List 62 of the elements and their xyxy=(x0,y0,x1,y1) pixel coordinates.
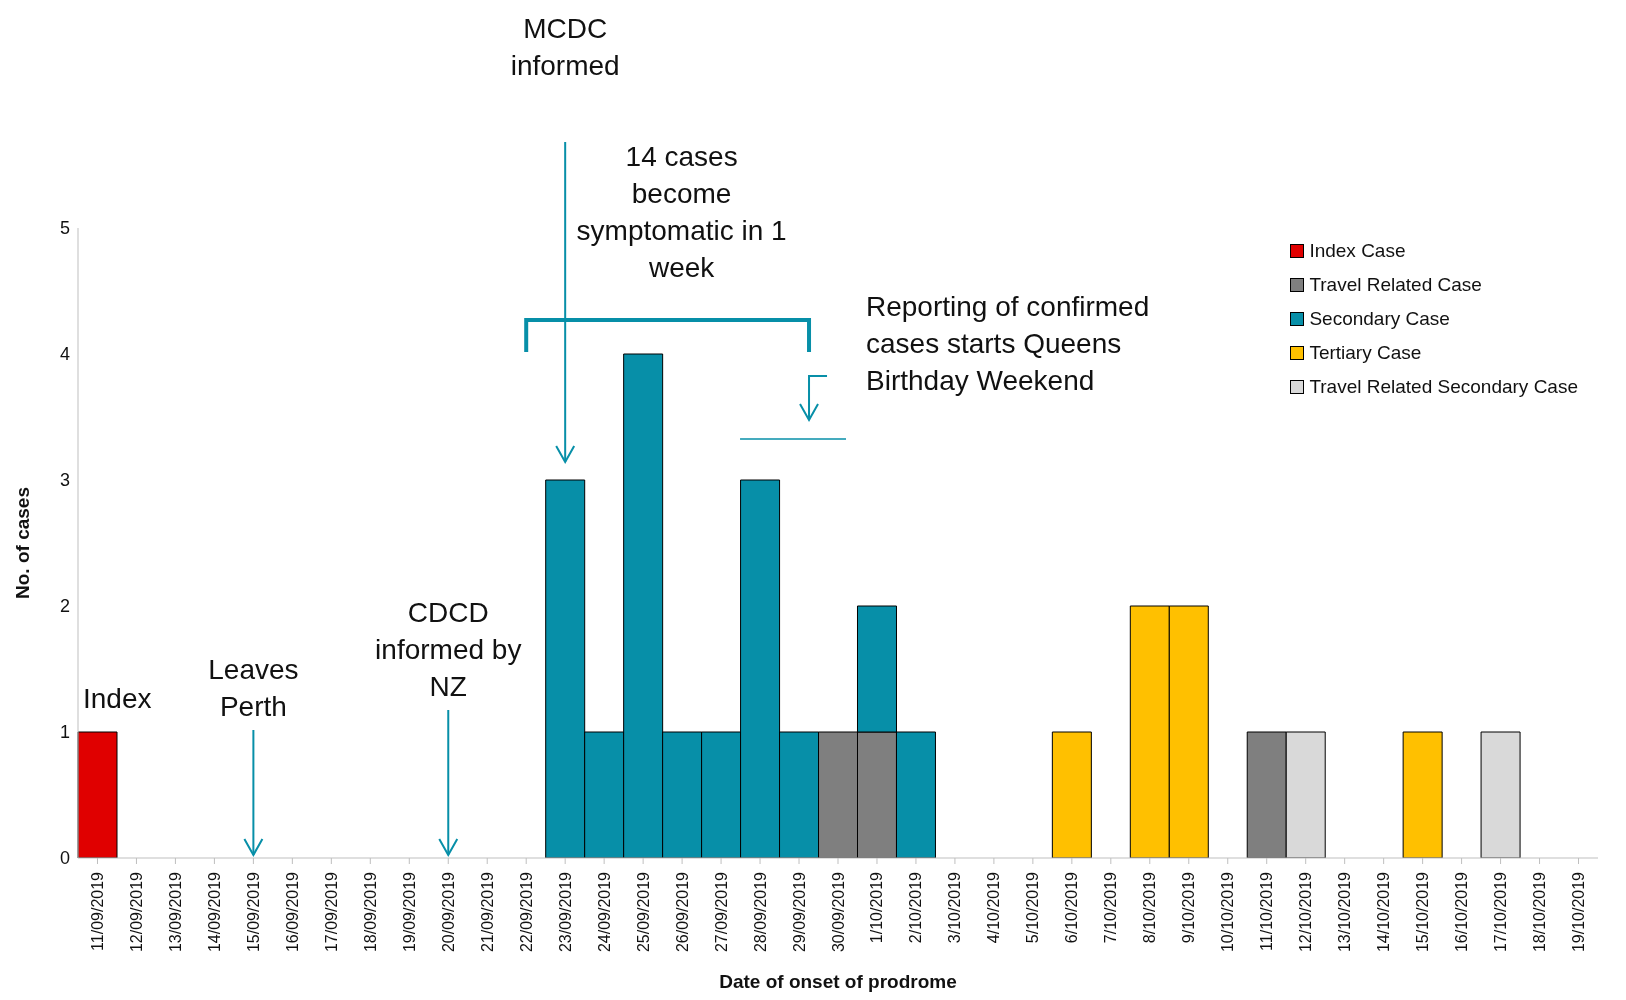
annotation: Reporting of confirmed cases starts Queens Birthday Weekend xyxy=(866,291,1150,396)
x-tick-label: 12/10/2019 xyxy=(1297,871,1315,953)
x-tick-label: 18/10/2019 xyxy=(1531,871,1549,953)
y-tick-label: 5 xyxy=(59,218,70,239)
x-tick-label: 18/09/2019 xyxy=(361,871,379,953)
x-tick-label: 1/10/2019 xyxy=(868,871,886,944)
bar xyxy=(1402,731,1443,858)
x-tick-label: 14/10/2019 xyxy=(1375,871,1393,953)
x-tick-label: 28/09/2019 xyxy=(751,871,769,953)
legend-label: Index Case xyxy=(1309,239,1406,263)
bar xyxy=(1480,731,1521,858)
x-tick-label: 11/10/2019 xyxy=(1258,871,1276,951)
x-tick-label: 17/10/2019 xyxy=(1492,871,1510,953)
y-tick-label: 1 xyxy=(59,722,70,743)
x-tick-label: 17/09/2019 xyxy=(322,871,340,953)
x-tick-label: 22/09/2019 xyxy=(517,871,535,953)
annotation: Leaves Perth xyxy=(208,654,299,722)
text: MCDC informed xyxy=(510,13,620,81)
x-tick-label: 26/09/2019 xyxy=(673,871,691,953)
y-tick-label: 2 xyxy=(59,596,70,617)
x-tick-label: 9/10/2019 xyxy=(1180,871,1198,944)
x-axis-title: Date of onset of prodrome xyxy=(719,971,957,992)
x-tick-label: 27/09/2019 xyxy=(712,871,730,953)
x-tick-label: 30/09/2019 xyxy=(829,871,847,953)
x-tick-label: 15/09/2019 xyxy=(244,871,262,953)
x-tick-label: 15/10/2019 xyxy=(1414,871,1432,953)
x-tick-label: 20/09/2019 xyxy=(439,871,457,953)
x-tick-label: 19/10/2019 xyxy=(1570,871,1588,953)
x-tick-label: 12/09/2019 xyxy=(127,871,145,953)
x-tick-label: 5/10/2019 xyxy=(1024,871,1042,944)
x-tick-label: 7/10/2019 xyxy=(1102,871,1120,944)
x-tick-label: 13/10/2019 xyxy=(1336,871,1354,953)
annotation: 14 cases become symptomatic in 1 week xyxy=(576,141,787,283)
y-axis-title: No. of cases xyxy=(11,487,33,599)
x-tick-label: 8/10/2019 xyxy=(1141,871,1159,944)
x-tick-label: 25/09/2019 xyxy=(634,871,652,953)
x-tick-label: 13/09/2019 xyxy=(166,871,184,953)
bar xyxy=(77,731,118,858)
legend-label: Travel Related Secondary Case xyxy=(1309,375,1578,399)
x-tick-label: 16/10/2019 xyxy=(1453,871,1471,953)
x-tick-label: 19/09/2019 xyxy=(400,871,418,953)
bar xyxy=(1051,731,1092,858)
x-tick-label: 24/09/2019 xyxy=(595,871,613,953)
x-tick-label: 4/10/2019 xyxy=(985,871,1003,944)
legend-label: Travel Related Case xyxy=(1309,273,1482,297)
x-tick-label: 29/09/2019 xyxy=(790,871,808,953)
x-tick-label: 21/09/2019 xyxy=(478,871,496,953)
x-tick-label: 3/10/2019 xyxy=(946,871,964,944)
x-tick-label: 11/09/2019 xyxy=(88,871,106,951)
x-tick-label: 23/09/2019 xyxy=(556,871,574,953)
legend-label: Secondary Case xyxy=(1309,307,1450,331)
x-tick-label: 6/10/2019 xyxy=(1063,871,1081,944)
x-tick-label: 14/09/2019 xyxy=(205,871,223,953)
x-tick-label: 16/09/2019 xyxy=(283,871,301,953)
y-tick-label: 4 xyxy=(59,344,70,365)
x-tick-label: 10/10/2019 xyxy=(1219,871,1237,953)
y-tick-label: 3 xyxy=(59,470,70,491)
annotation: Index xyxy=(83,683,152,714)
x-tick-label: 2/10/2019 xyxy=(907,871,925,944)
annotation: CDCD informed by NZ xyxy=(375,597,522,702)
y-tick-label: 0 xyxy=(59,848,70,869)
legend-label: Tertiary Case xyxy=(1309,341,1422,365)
